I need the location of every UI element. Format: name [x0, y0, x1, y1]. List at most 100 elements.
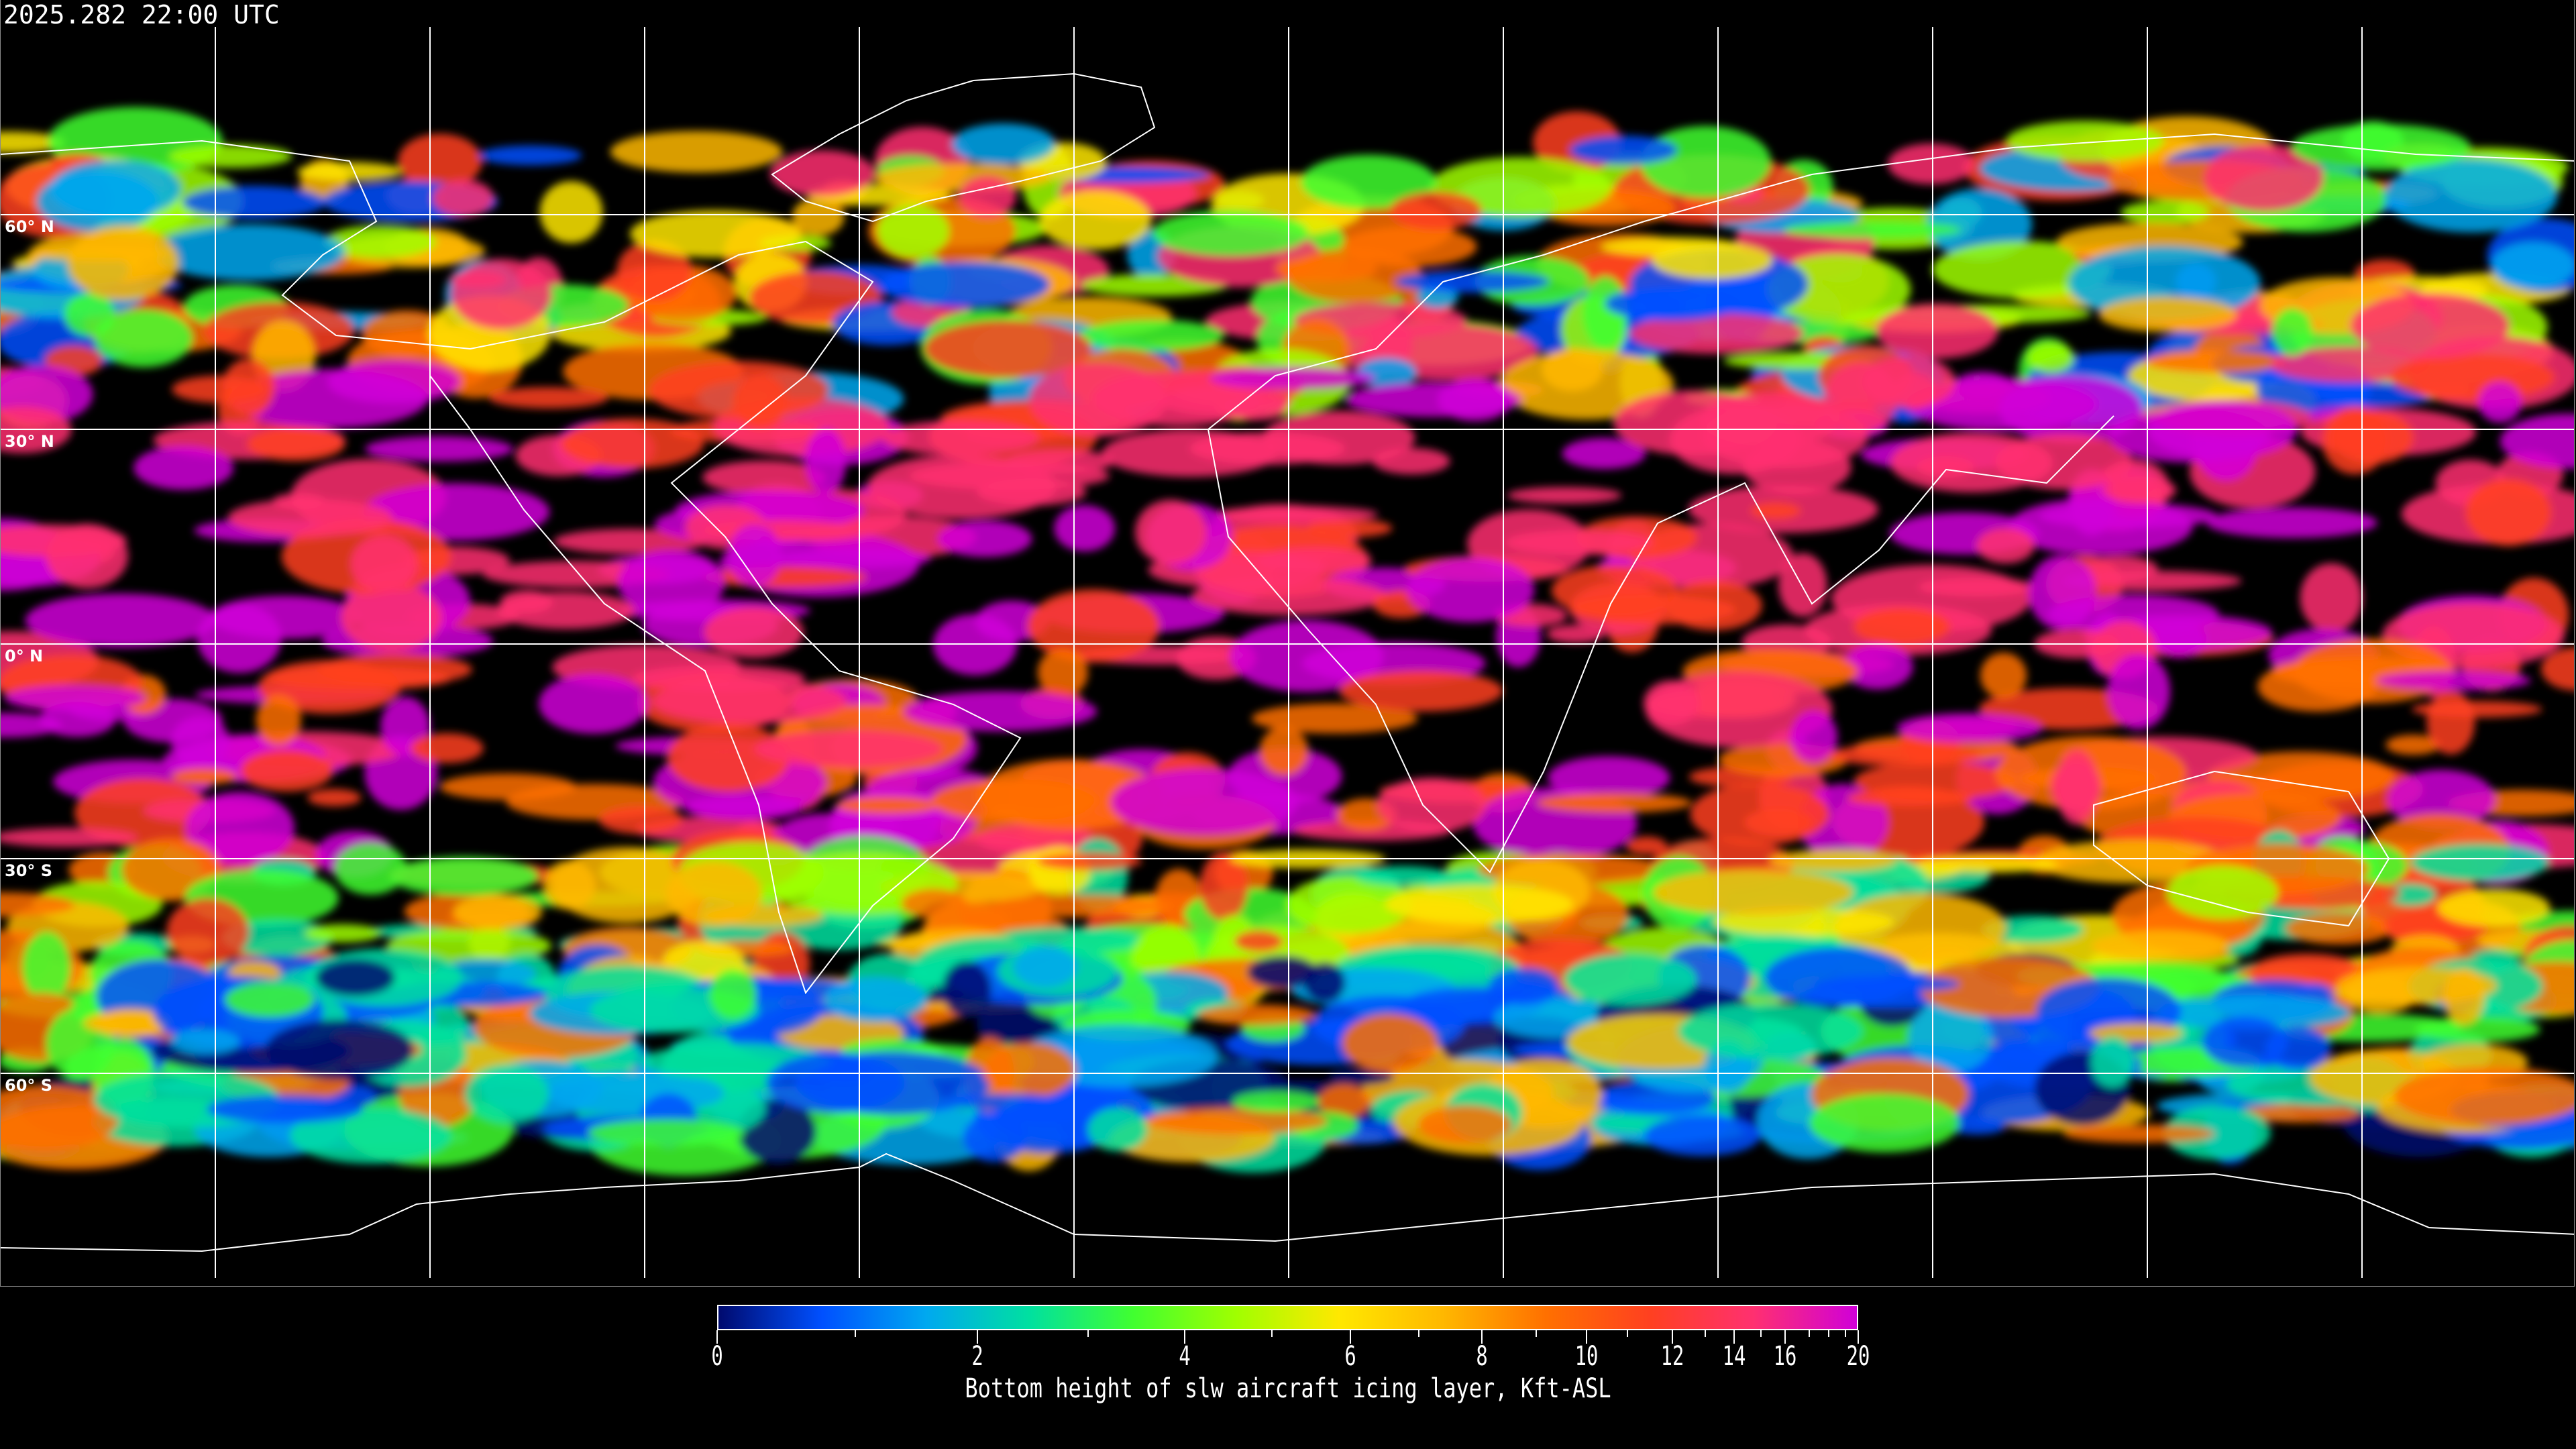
- cloud-patch: [1699, 392, 1840, 447]
- cloud-patch: [1087, 1108, 1148, 1152]
- minor-tick: [1827, 1330, 1829, 1337]
- cloud-patch: [704, 606, 804, 658]
- cloud-patch: [2091, 930, 2230, 962]
- cloud-patch: [1417, 1105, 1512, 1144]
- cloud-patch: [182, 185, 326, 219]
- cloud-patch: [307, 789, 362, 806]
- cloud-patch: [1489, 967, 1560, 1005]
- cloud-patch: [1829, 743, 1981, 767]
- major-tick: [1350, 1330, 1352, 1344]
- colorbar-title-text: Bottom height of slw aircraft icing laye…: [965, 1373, 1611, 1404]
- cloud-patch: [989, 895, 1175, 918]
- cloud-patch: [297, 162, 402, 181]
- cloud-patch: [1665, 580, 1762, 631]
- cloud-patch: [246, 426, 345, 462]
- cloud-patch: [2500, 413, 2574, 469]
- cloud-patch: [1548, 756, 1670, 800]
- cloud-patch: [2206, 507, 2377, 539]
- cloud-patch: [1847, 788, 1974, 807]
- cloud-patch: [610, 131, 783, 173]
- cloud-patch: [1013, 946, 1077, 987]
- minor-tick: [1705, 1330, 1707, 1337]
- cloud-patch: [22, 931, 71, 1004]
- cloud-patch: [2083, 555, 2158, 582]
- cloud-patch: [766, 1053, 905, 1114]
- major-tick: [716, 1330, 718, 1344]
- cloud-patch: [2166, 865, 2278, 920]
- coastlines: [1, 72, 2574, 1252]
- cloud-patch: [2145, 350, 2286, 373]
- colorbar-title: Bottom height of slw aircraft icing laye…: [0, 1373, 2576, 1405]
- cloud-patch: [1743, 808, 1813, 837]
- cloud-patch: [1916, 856, 2058, 873]
- cloud-patch: [1286, 875, 1413, 934]
- cloud-patch: [1976, 527, 2035, 564]
- cloud-patch: [2387, 769, 2496, 829]
- cloud-patch: [34, 245, 170, 262]
- cloud-patch: [4, 685, 146, 712]
- minor-tick: [1760, 1330, 1762, 1337]
- cloud-patch: [588, 1119, 745, 1146]
- cloud-patch: [439, 773, 576, 800]
- cloud-patch: [1199, 852, 1248, 921]
- coastline: [1208, 415, 2114, 873]
- cloud-patch: [880, 261, 1050, 308]
- timestamp: 2025.282 22:00 UTC: [3, 0, 280, 30]
- cloud-layer: [1, 107, 2574, 1176]
- colorbar: [717, 1305, 1858, 1330]
- cloud-patch: [67, 225, 180, 301]
- cloud-patch: [2265, 1026, 2331, 1071]
- lat-label-30n: 30° N: [5, 432, 54, 451]
- map-panel: 2025.282 22:00 UTC 60° N 30° N 0° N 30° …: [0, 0, 2575, 1287]
- cloud-patch: [709, 968, 757, 1020]
- cloud-patch: [1790, 710, 1837, 764]
- cloud-patch: [1210, 367, 1376, 390]
- cloud-patch: [2107, 653, 2170, 730]
- cloud-patch: [398, 133, 482, 189]
- minor-tick: [1808, 1330, 1810, 1337]
- cloud-patch: [685, 794, 802, 820]
- cloud-patch: [538, 674, 648, 734]
- cloud-patch: [1644, 680, 1699, 726]
- cloud-patch: [172, 375, 268, 403]
- cloud-patch: [1256, 547, 1372, 574]
- cloud-patch: [539, 180, 603, 244]
- cloud-patch: [2385, 735, 2441, 755]
- tick-label: 14: [1722, 1341, 1746, 1372]
- cloud-patch: [2035, 839, 2231, 883]
- cloud-patch: [2350, 292, 2510, 359]
- cloud-patch: [1546, 625, 1605, 643]
- cloud-patch: [937, 520, 1032, 557]
- cloud-patch: [1842, 644, 1913, 690]
- cloud-patch: [835, 796, 938, 814]
- cloud-patch: [1, 828, 138, 847]
- cloud-patch: [2394, 1067, 2574, 1125]
- major-tick: [1671, 1330, 1673, 1344]
- cloud-patch: [324, 225, 437, 258]
- cloud-patch: [1135, 499, 1207, 565]
- cloud-patch: [1247, 955, 1318, 989]
- cloud-patch: [771, 548, 931, 569]
- cloud-patch: [1582, 276, 1628, 349]
- cloud-patch: [1625, 836, 1667, 855]
- cloud-patch: [1569, 136, 1678, 165]
- cloud-patch: [630, 210, 801, 258]
- cloud-patch: [1152, 210, 1309, 256]
- cloud-patch: [1564, 953, 1697, 1006]
- cloud-patch: [2385, 883, 2436, 906]
- cloud-patch: [1197, 1004, 1316, 1026]
- minor-tick: [1627, 1330, 1629, 1337]
- minor-tick: [1536, 1330, 1538, 1337]
- cloud-patch: [2437, 889, 2551, 927]
- cloud-patch: [1229, 620, 1384, 692]
- cloud-patch: [1887, 144, 1974, 184]
- cloud-patch: [197, 603, 282, 674]
- cloud-patch: [1318, 1083, 1371, 1119]
- cloud-patch: [2426, 690, 2475, 755]
- cloud-patch: [702, 460, 826, 494]
- cloud-patch: [1406, 557, 1534, 623]
- cloud-patch: [951, 1093, 1064, 1111]
- cloud-patch: [824, 977, 928, 1022]
- minor-tick: [1271, 1330, 1273, 1337]
- cloud-patch: [1263, 411, 1415, 465]
